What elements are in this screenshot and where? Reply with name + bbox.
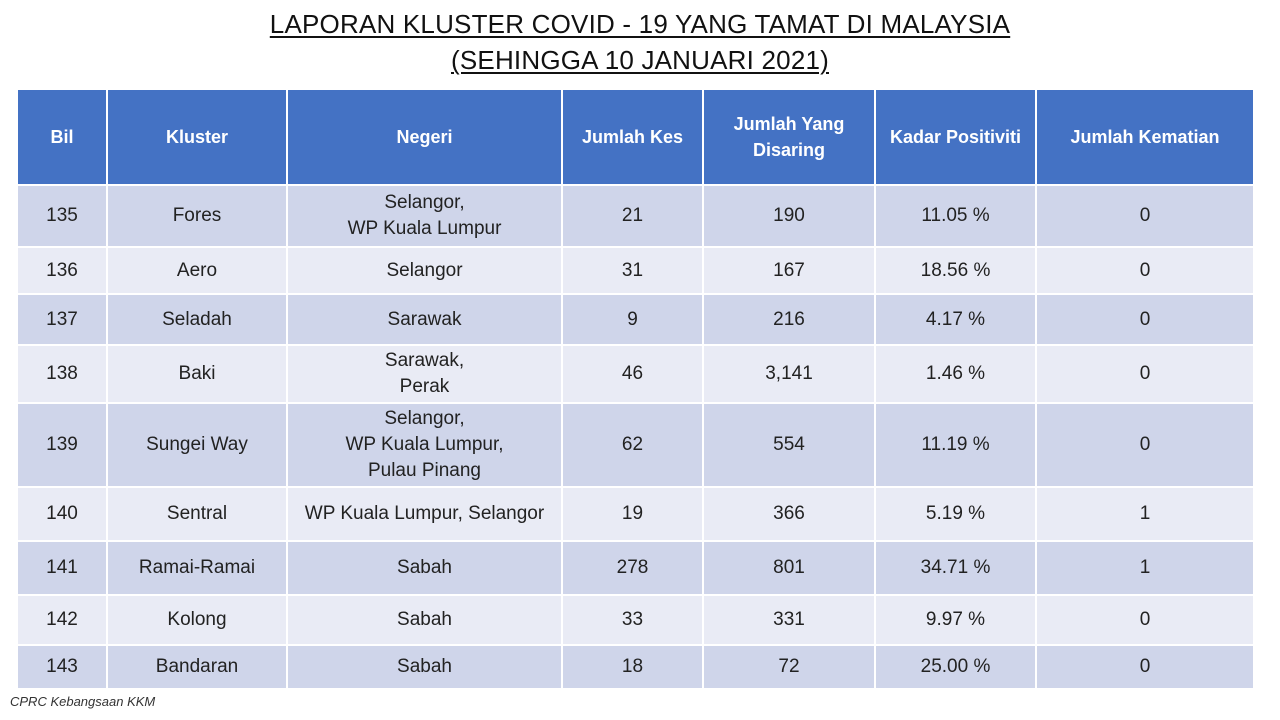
negeri-line: Selangor,	[384, 192, 465, 213]
cell-kluster: Baki	[108, 346, 286, 402]
cell-jumlah-disaring: 167	[704, 248, 874, 293]
cell-jumlah-kes: 9	[563, 295, 702, 344]
cell-jumlah-kematian: 1	[1037, 488, 1253, 540]
negeri-line: Sabah	[397, 609, 452, 630]
cell-jumlah-kes: 62	[563, 404, 702, 486]
cell-jumlah-kes: 19	[563, 488, 702, 540]
header-jumlah-kes: Jumlah Kes	[563, 90, 702, 184]
cell-negeri: Selangor	[288, 248, 561, 293]
cell-kluster: Sungei Way	[108, 404, 286, 486]
cell-kadar-positiviti: 11.19 %	[876, 404, 1035, 486]
cell-kadar-positiviti: 11.05 %	[876, 186, 1035, 246]
cell-bil: 142	[18, 596, 106, 644]
cell-negeri: Selangor, WP Kuala Lumpur	[288, 186, 561, 246]
cell-jumlah-disaring: 3,141	[704, 346, 874, 402]
cell-kadar-positiviti: 18.56 %	[876, 248, 1035, 293]
cell-bil: 139	[18, 404, 106, 486]
cluster-table: Bil Kluster Negeri Jumlah Kes Jumlah Yan…	[16, 88, 1255, 690]
cell-jumlah-kematian: 0	[1037, 295, 1253, 344]
negeri-line: Sarawak	[387, 308, 462, 330]
cell-kadar-positiviti: 5.19 %	[876, 488, 1035, 540]
cell-jumlah-kes: 21	[563, 186, 702, 246]
cell-jumlah-kes: 31	[563, 248, 702, 293]
negeri-line: Pulau Pinang	[367, 460, 482, 481]
cell-negeri: Sarawak, Perak	[288, 346, 561, 402]
negeri-line: Sabah	[397, 656, 452, 677]
negeri-line: Sabah	[397, 557, 452, 578]
cell-jumlah-kematian: 0	[1037, 346, 1253, 402]
cell-kluster: Aero	[108, 248, 286, 293]
header-negeri: Negeri	[288, 90, 561, 184]
negeri-line: Selangor,	[384, 408, 465, 429]
cell-kluster: Ramai-Ramai	[108, 542, 286, 594]
table-row: 143 Bandaran Sabah 18 72 25.00 % 0	[18, 646, 1253, 688]
cell-kadar-positiviti: 9.97 %	[876, 596, 1035, 644]
cell-jumlah-kes: 18	[563, 646, 702, 688]
table-row: 141 Ramai-Ramai Sabah 278 801 34.71 % 1	[18, 542, 1253, 594]
cell-bil: 141	[18, 542, 106, 594]
header-jumlah-kematian: Jumlah Kematian	[1037, 90, 1253, 184]
cell-kluster: Fores	[108, 186, 286, 246]
report-title: LAPORAN KLUSTER COVID - 19 YANG TAMAT DI…	[0, 6, 1280, 78]
table-row: 138 Baki Sarawak, Perak 46 3,141 1.46 % …	[18, 346, 1253, 402]
cell-jumlah-kematian: 0	[1037, 186, 1253, 246]
negeri-line: WP Kuala Lumpur	[347, 218, 502, 239]
cell-jumlah-disaring: 366	[704, 488, 874, 540]
cell-bil: 143	[18, 646, 106, 688]
cell-kadar-positiviti: 34.71 %	[876, 542, 1035, 594]
cell-bil: 137	[18, 295, 106, 344]
table-header-row: Bil Kluster Negeri Jumlah Kes Jumlah Yan…	[18, 90, 1253, 184]
cell-jumlah-kematian: 0	[1037, 248, 1253, 293]
cell-kadar-positiviti: 1.46 %	[876, 346, 1035, 402]
cell-jumlah-kes: 33	[563, 596, 702, 644]
table-row: 135 Fores Selangor, WP Kuala Lumpur 21 1…	[18, 186, 1253, 246]
cell-negeri: Sabah	[288, 596, 561, 644]
cell-jumlah-disaring: 331	[704, 596, 874, 644]
cell-bil: 135	[18, 186, 106, 246]
cell-jumlah-disaring: 554	[704, 404, 874, 486]
cell-negeri: Selangor, WP Kuala Lumpur, Pulau Pinang	[288, 404, 561, 486]
negeri-line: WP Kuala Lumpur, Selangor	[304, 503, 545, 524]
cell-negeri: Sabah	[288, 542, 561, 594]
cell-negeri: WP Kuala Lumpur, Selangor	[288, 488, 561, 540]
cell-kluster: Sentral	[108, 488, 286, 540]
cell-jumlah-disaring: 72	[704, 646, 874, 688]
cell-jumlah-kematian: 0	[1037, 596, 1253, 644]
cell-bil: 140	[18, 488, 106, 540]
cell-jumlah-disaring: 801	[704, 542, 874, 594]
negeri-line: Sarawak,	[384, 350, 465, 371]
cell-jumlah-kes: 46	[563, 346, 702, 402]
cell-negeri: Sarawak	[288, 295, 561, 344]
cell-negeri: Sabah	[288, 646, 561, 688]
cell-kadar-positiviti: 4.17 %	[876, 295, 1035, 344]
negeri-line: WP Kuala Lumpur,	[345, 434, 504, 455]
negeri-line: Selangor	[386, 259, 463, 281]
source-note: CPRC Kebangsaan KKM	[10, 694, 156, 709]
title-line-1: LAPORAN KLUSTER COVID - 19 YANG TAMAT DI…	[269, 9, 1011, 39]
table-row: 139 Sungei Way Selangor, WP Kuala Lumpur…	[18, 404, 1253, 486]
cell-kluster: Seladah	[108, 295, 286, 344]
cell-kadar-positiviti: 25.00 %	[876, 646, 1035, 688]
cell-jumlah-kematian: 0	[1037, 646, 1253, 688]
cell-jumlah-disaring: 190	[704, 186, 874, 246]
header-jumlah-disaring: Jumlah Yang Disaring	[704, 90, 874, 184]
header-kadar-positiviti: Kadar Positiviti	[876, 90, 1035, 184]
table-row: 142 Kolong Sabah 33 331 9.97 % 0	[18, 596, 1253, 644]
table-row: 137 Seladah Sarawak 9 216 4.17 % 0	[18, 295, 1253, 344]
cell-kluster: Kolong	[108, 596, 286, 644]
cell-jumlah-kes: 278	[563, 542, 702, 594]
cell-jumlah-kematian: 1	[1037, 542, 1253, 594]
cell-jumlah-disaring: 216	[704, 295, 874, 344]
header-kluster: Kluster	[108, 90, 286, 184]
table-row: 136 Aero Selangor 31 167 18.56 % 0	[18, 248, 1253, 293]
cell-jumlah-kematian: 0	[1037, 404, 1253, 486]
header-bil: Bil	[18, 90, 106, 184]
table-row: 140 Sentral WP Kuala Lumpur, Selangor 19…	[18, 488, 1253, 540]
title-line-2: (SEHINGGA 10 JANUARI 2021)	[451, 45, 829, 75]
cell-bil: 136	[18, 248, 106, 293]
cell-kluster: Bandaran	[108, 646, 286, 688]
cell-bil: 138	[18, 346, 106, 402]
negeri-line: Perak	[399, 376, 450, 397]
